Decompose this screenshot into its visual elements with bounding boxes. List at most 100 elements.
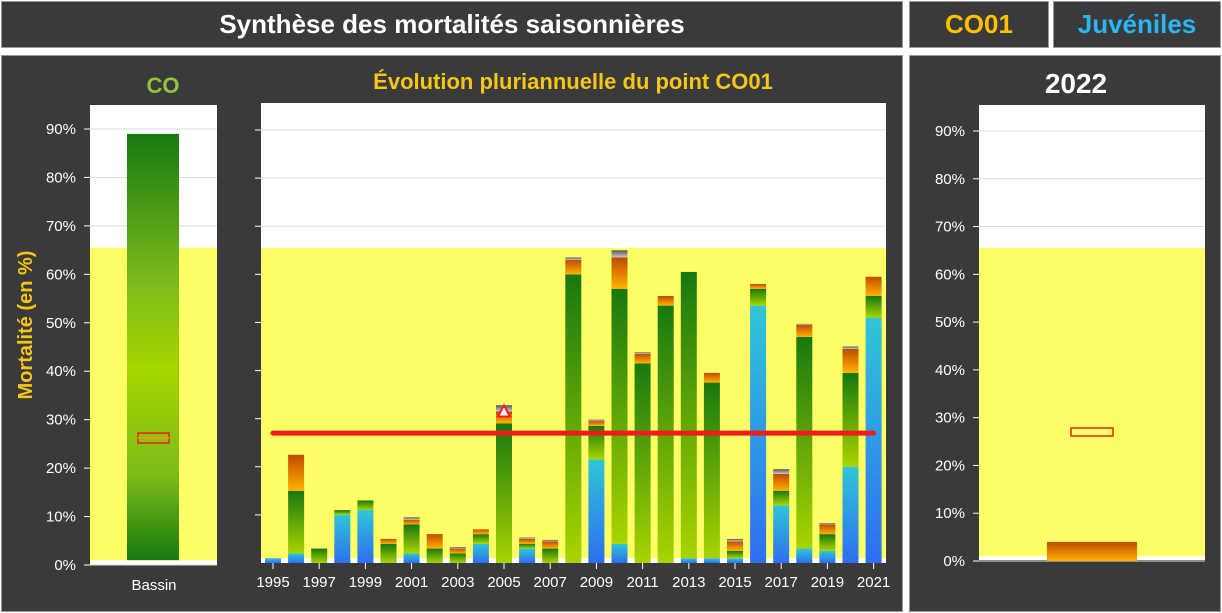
bar-segment-green — [496, 423, 512, 563]
bar-segment-orange — [703, 372, 720, 383]
bar-segment-blue — [819, 550, 836, 563]
x-tick-label: 2011 — [626, 574, 658, 591]
bar-segment-blue — [703, 558, 720, 563]
bar-segment-green — [565, 274, 582, 563]
bar-segment-orange — [288, 454, 305, 491]
bar-segment-grey — [403, 517, 420, 520]
bar-segment-green — [311, 548, 328, 563]
middle-panel-title: Évolution pluriannuelle du point CO01 — [373, 69, 773, 94]
bar-segment-blue — [288, 553, 305, 563]
bar-segment-blue — [680, 558, 697, 563]
x-tick-label: 2015 — [718, 574, 751, 591]
bassin-x-label: Bassin — [131, 577, 176, 594]
bar-segment-green — [542, 548, 559, 563]
year-y-ticks: 0% 10% 20% 30% 40% 50% 60% 70% 80% 90% — [935, 123, 979, 570]
x-tick-label: 2021 — [857, 574, 890, 591]
y-tick-label: 60% — [46, 266, 76, 283]
x-tick-label: 1999 — [349, 574, 382, 591]
y-tick-label: 70% — [935, 219, 965, 236]
bar-segment-green — [288, 490, 305, 554]
bar-segment-blue — [519, 548, 536, 563]
bar-segment-green — [380, 543, 397, 563]
x-tick-label: 2005 — [487, 574, 520, 591]
year-zone — [979, 248, 1205, 557]
y-tick-label: 90% — [46, 121, 76, 138]
bar-segment-orange — [819, 524, 836, 535]
y-tick-label: 70% — [46, 218, 76, 235]
highlight-triangle-marker — [496, 403, 512, 418]
bar-segment-green — [334, 510, 351, 515]
x-tick-label: 2009 — [580, 574, 613, 591]
bar-segment-orange — [750, 283, 767, 289]
bar-segment-orange — [865, 276, 882, 296]
bar-segment-green — [634, 363, 651, 563]
bar-segment-blue — [727, 558, 743, 563]
bar-segment-grey — [611, 250, 628, 258]
bar-segment-orange — [565, 259, 582, 275]
y-tick-label: 40% — [935, 362, 965, 379]
bar-segment-grey — [634, 352, 651, 354]
bar-segment-blue — [334, 514, 351, 563]
bar-segment-orange — [634, 353, 651, 364]
bar-segment-orange — [542, 541, 559, 549]
y-tick-label: 20% — [46, 460, 76, 477]
bar-segment-orange — [472, 529, 489, 535]
bar-segment-green — [472, 534, 489, 544]
bar-segment-grey — [727, 538, 743, 542]
category-label: Juvéniles — [1077, 9, 1197, 39]
bar-segment-grey — [842, 346, 859, 349]
bar-segment-blue — [265, 558, 281, 563]
bar-segment-green — [449, 553, 466, 563]
y-axis-label: Mortalité (en %) — [15, 251, 37, 400]
bar-segment-green — [727, 550, 743, 559]
left-panel-title: CO — [147, 73, 180, 98]
bar-segment-green — [519, 543, 536, 549]
evolution-chart: 1995 1997 1999 2001 2003 2005 2007 2009 2011 2013… — [255, 103, 890, 591]
bar-segment-orange — [426, 534, 443, 549]
y-tick-label: 50% — [46, 315, 76, 332]
bassin-y-ticks: 0% 10% 20% 30% 40% 50% 60% 70% 80% 90% — [46, 121, 90, 574]
y-tick-label: 0% — [54, 557, 76, 574]
bar-segment-green — [703, 382, 720, 559]
bar-segment-orange — [727, 541, 743, 551]
bar-segment-grey — [519, 537, 536, 539]
bar-segment-green — [773, 490, 790, 506]
bar-segment-green — [842, 372, 859, 467]
x-tick-label: 2003 — [441, 574, 474, 591]
bar-segment-orange — [796, 324, 813, 337]
bar-segment-blue — [472, 543, 489, 563]
bar-segment-orange — [449, 548, 466, 554]
bar-segment-blue — [865, 317, 882, 563]
y-tick-label: 10% — [46, 509, 76, 526]
bar-segment-grey — [773, 469, 790, 474]
page-title: Synthèse des mortalités saisonnières — [219, 9, 685, 39]
year-chart: 0% 10% 20% 30% 40% 50% 60% 70% 80% 90% — [935, 105, 1205, 570]
year-bar — [1047, 541, 1137, 561]
bar-segment-grey — [542, 539, 559, 542]
bar-segment-green — [796, 336, 813, 549]
x-tick-label: 2007 — [534, 574, 567, 591]
bar-segment-green — [750, 288, 767, 306]
bar-segment-orange — [611, 257, 628, 289]
bassin-marker — [137, 432, 170, 444]
bar-segment-blue — [403, 553, 420, 563]
x-tick-label: 2001 — [395, 574, 428, 591]
bar-segment-grey — [449, 547, 466, 549]
y-tick-label: 20% — [935, 457, 965, 474]
year-marker — [1070, 427, 1114, 437]
header-category-box — [1053, 1, 1221, 48]
x-tick-label: 2019 — [811, 574, 844, 591]
bar-segment-orange — [773, 473, 790, 491]
y-tick-label: 30% — [46, 412, 76, 429]
x-tick-label: 2017 — [765, 574, 798, 591]
evolution-bars — [265, 250, 882, 563]
evolution-x-ticks: 1995 1997 1999 2001 2003 2005 2007 2009 2011 2013… — [256, 563, 890, 591]
bar-segment-blue — [611, 543, 628, 563]
site-label: CO01 — [945, 9, 1013, 39]
y-tick-label: 40% — [46, 363, 76, 380]
bar-segment-green — [403, 524, 420, 554]
bar-segment-green — [680, 271, 697, 559]
header-site-box — [909, 1, 1049, 48]
x-tick-label: 1995 — [256, 574, 289, 591]
bar-segment-green — [426, 548, 443, 563]
